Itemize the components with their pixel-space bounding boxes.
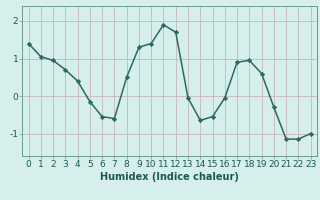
X-axis label: Humidex (Indice chaleur): Humidex (Indice chaleur): [100, 172, 239, 182]
